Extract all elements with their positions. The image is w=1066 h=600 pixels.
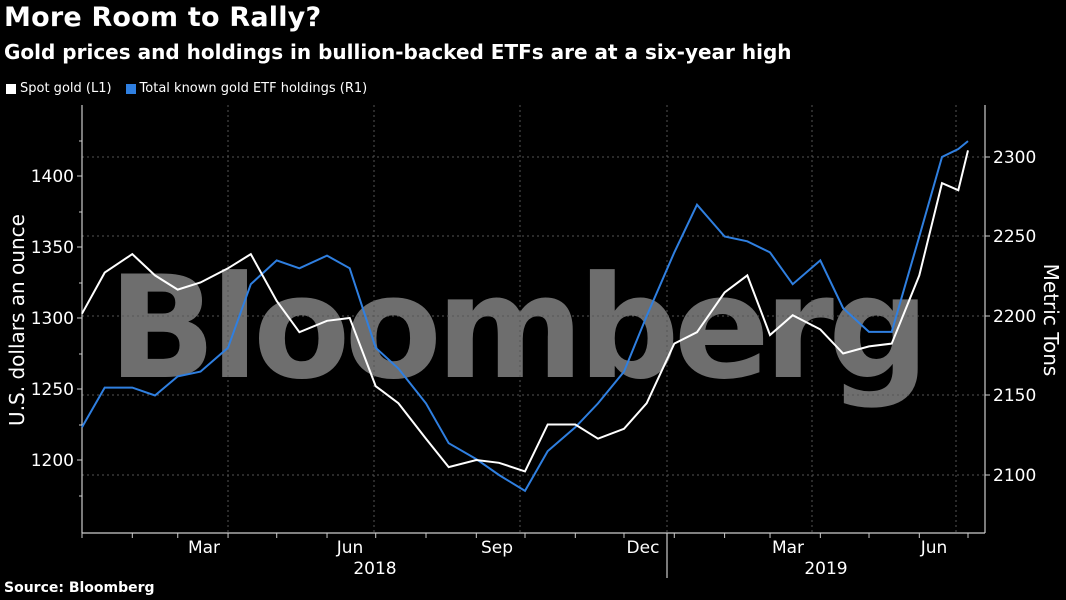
bloomberg-watermark: Bloomberg xyxy=(108,246,924,411)
right-axis-title: Metric Tons xyxy=(1039,264,1063,377)
svg-text:1200: 1200 xyxy=(31,451,74,471)
svg-text:2150: 2150 xyxy=(993,386,1036,406)
left-axis-title: U.S. dollars an ounce xyxy=(5,214,29,426)
source-note: Source: Bloomberg xyxy=(4,580,155,596)
svg-text:2300: 2300 xyxy=(993,148,1036,168)
svg-text:1250: 1250 xyxy=(31,380,74,400)
svg-text:2100: 2100 xyxy=(993,466,1036,486)
svg-text:2200: 2200 xyxy=(993,307,1036,327)
x-axis-ticks xyxy=(81,533,969,538)
svg-text:1350: 1350 xyxy=(31,238,74,258)
svg-text:2018: 2018 xyxy=(353,559,396,579)
right-axis-labels: 2300 2250 2200 2150 2100 xyxy=(993,148,1036,486)
right-axis-ticks xyxy=(985,156,990,476)
svg-text:Jun: Jun xyxy=(920,538,948,558)
legend: Spot gold (L1) Total known gold ETF hold… xyxy=(6,81,367,96)
left-axis-ticks xyxy=(77,140,82,497)
x-axis-labels: Mar Jun Sep Dec Mar Jun 2018 2019 xyxy=(188,538,947,579)
legend-item-spot-gold: Spot gold (L1) xyxy=(6,81,112,96)
legend-label: Spot gold (L1) xyxy=(20,81,112,96)
svg-text:Dec: Dec xyxy=(627,538,660,558)
legend-swatch-blue-icon xyxy=(125,83,136,94)
svg-text:2019: 2019 xyxy=(804,559,847,579)
svg-text:Mar: Mar xyxy=(188,538,220,558)
svg-text:Mar: Mar xyxy=(772,538,804,558)
left-axis-labels: 1400 1350 1300 1250 1200 xyxy=(31,167,74,471)
svg-text:Jun: Jun xyxy=(336,538,364,558)
legend-item-etf-holdings: Total known gold ETF holdings (R1) xyxy=(125,81,368,96)
svg-text:Sep: Sep xyxy=(481,538,513,558)
legend-label: Total known gold ETF holdings (R1) xyxy=(139,81,368,96)
svg-text:1400: 1400 xyxy=(31,167,74,187)
svg-text:2250: 2250 xyxy=(993,227,1036,247)
etf-holdings-line xyxy=(81,140,969,493)
svg-text:1300: 1300 xyxy=(31,309,74,329)
chart-title: More Room to Rally? xyxy=(4,2,322,33)
chart-subtitle: Gold prices and holdings in bullion-back… xyxy=(4,40,792,64)
spot-gold-line xyxy=(81,150,969,473)
legend-swatch-white-icon xyxy=(6,83,16,94)
